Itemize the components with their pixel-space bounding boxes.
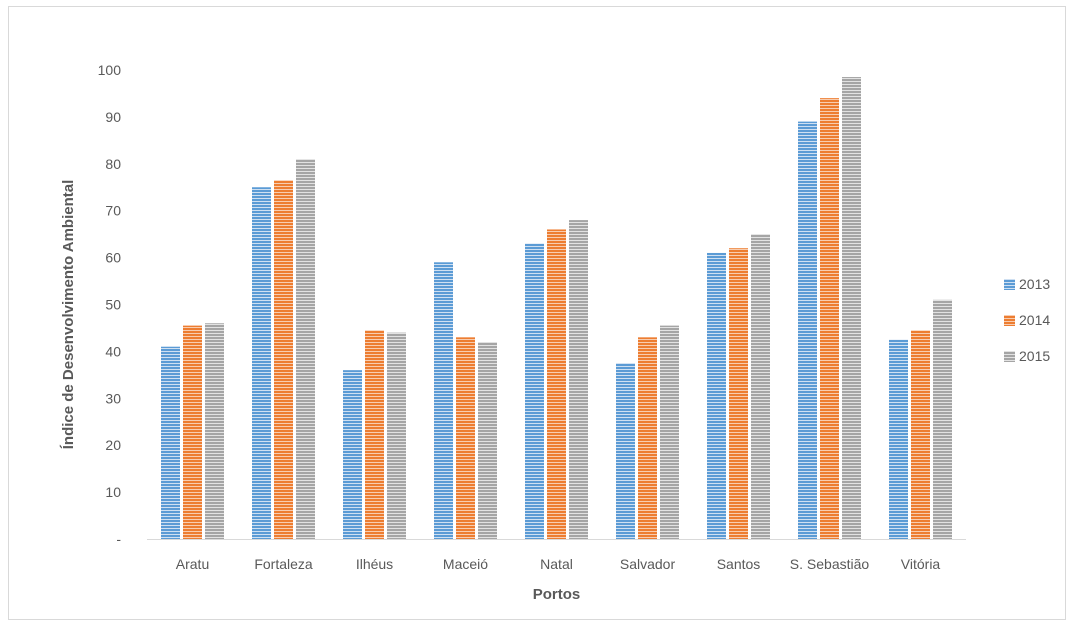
x-tick-label: S. Sebastião bbox=[790, 556, 870, 572]
bar-2015 bbox=[387, 332, 406, 539]
y-tick-label: 50 bbox=[105, 297, 121, 313]
y-tick-label: 70 bbox=[105, 203, 121, 219]
bar-2013 bbox=[434, 262, 453, 539]
bar-2014 bbox=[547, 229, 566, 539]
y-tick-label: 40 bbox=[105, 343, 121, 359]
bar-2013 bbox=[707, 252, 726, 539]
y-tick-label: 60 bbox=[105, 250, 121, 266]
y-tick-label: 30 bbox=[105, 390, 121, 406]
legend: 2013 2014 2015 bbox=[1004, 276, 1050, 364]
x-tick-label: Salvador bbox=[620, 556, 676, 572]
legend-label-2013: 2013 bbox=[1019, 276, 1050, 292]
bar-2013 bbox=[343, 370, 362, 539]
bar-2015 bbox=[751, 234, 770, 539]
x-axis: Aratu Fortaleza Ilhéus Maceió Natal Salvador S… bbox=[176, 556, 941, 572]
bar-2014 bbox=[638, 337, 657, 539]
x-tick-label: Vitória bbox=[901, 556, 941, 572]
bar-2014 bbox=[274, 180, 293, 539]
legend-label-2015: 2015 bbox=[1019, 348, 1050, 364]
x-tick-label: Santos bbox=[717, 556, 761, 572]
x-tick-label: Fortaleza bbox=[254, 556, 313, 572]
bar-2015 bbox=[296, 159, 315, 540]
bar-2013 bbox=[889, 339, 908, 539]
chart-area: - 10 20 30 40 50 60 70 80 90 100 Aratu Fortaleza Ilh… bbox=[8, 6, 1066, 620]
bar-2015 bbox=[569, 220, 588, 539]
x-tick-label: Natal bbox=[540, 556, 573, 572]
bars bbox=[161, 77, 952, 540]
y-tick-label: - bbox=[116, 531, 121, 547]
y-tick-label: 10 bbox=[105, 484, 121, 500]
y-tick-label: 20 bbox=[105, 437, 121, 453]
bar-2015 bbox=[205, 323, 224, 539]
legend-swatch-2015 bbox=[1004, 351, 1015, 362]
bar-2013 bbox=[798, 121, 817, 539]
bar-2013 bbox=[161, 346, 180, 539]
x-axis-title: Portos bbox=[533, 586, 581, 603]
legend-swatch-2014 bbox=[1004, 315, 1015, 326]
bar-2015 bbox=[933, 299, 952, 539]
y-axis: - 10 20 30 40 50 60 70 80 90 100 bbox=[98, 62, 122, 547]
x-tick-label: Aratu bbox=[176, 556, 209, 572]
bar-2013 bbox=[525, 243, 544, 539]
bar-2014 bbox=[911, 330, 930, 539]
legend-swatch-2013 bbox=[1004, 279, 1015, 290]
y-tick-label: 100 bbox=[98, 62, 122, 78]
legend-label-2014: 2014 bbox=[1019, 312, 1050, 328]
bar-2014 bbox=[183, 325, 202, 539]
y-axis-title: Índice de Desenvolvimento Ambiental bbox=[60, 180, 77, 450]
bar-2015 bbox=[660, 325, 679, 539]
bar-chart: - 10 20 30 40 50 60 70 80 90 100 Aratu Fortaleza Ilh… bbox=[60, 62, 1050, 603]
bar-2015 bbox=[478, 342, 497, 539]
x-tick-label: Maceió bbox=[443, 556, 488, 572]
x-tick-label: Ilhéus bbox=[356, 556, 393, 572]
y-tick-label: 80 bbox=[105, 156, 121, 172]
bar-2015 bbox=[842, 77, 861, 539]
bar-2014 bbox=[729, 248, 748, 539]
bar-2013 bbox=[252, 187, 271, 539]
bar-2014 bbox=[456, 337, 475, 539]
bar-2013 bbox=[616, 363, 635, 539]
y-tick-label: 90 bbox=[105, 109, 121, 125]
bar-2014 bbox=[365, 330, 384, 539]
bar-2014 bbox=[820, 98, 839, 539]
